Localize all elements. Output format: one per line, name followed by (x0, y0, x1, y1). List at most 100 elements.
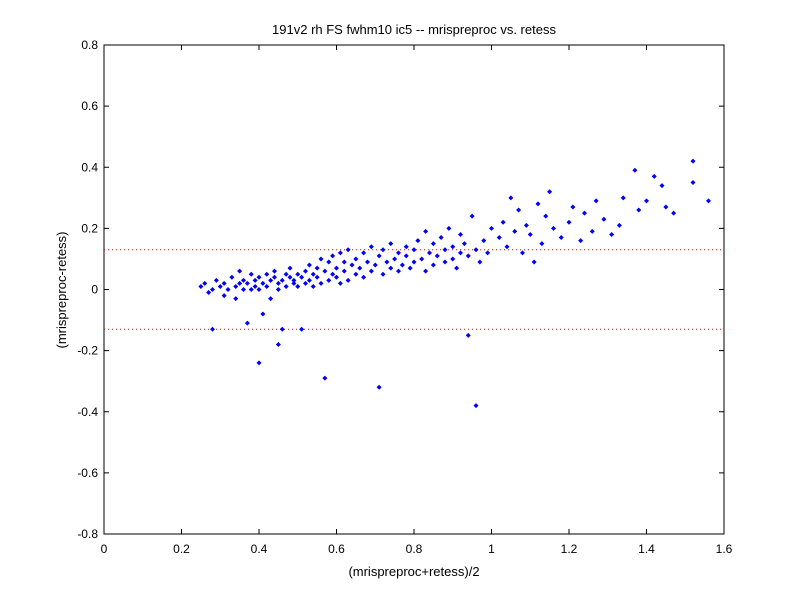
data-point (256, 287, 262, 292)
data-point (295, 271, 301, 277)
data-point (345, 247, 351, 253)
x-tick-label: 1.2 (561, 542, 578, 556)
data-point (341, 259, 347, 265)
data-point (241, 277, 246, 283)
data-point (306, 262, 312, 268)
data-point (477, 259, 483, 265)
data-point (291, 277, 297, 283)
data-point (268, 296, 274, 302)
data-point (314, 274, 320, 280)
data-point (399, 262, 405, 268)
y-tick-label: 0.2 (81, 221, 98, 235)
data-point (450, 244, 456, 250)
data-point (496, 235, 502, 241)
data-point (252, 277, 258, 283)
data-point (291, 280, 297, 286)
y-axis-label: (mrispreproc-retess) (54, 231, 69, 348)
y-tick-label: -0.4 (77, 405, 98, 419)
data-point (659, 183, 665, 189)
x-tick-label: 1 (488, 542, 495, 556)
chart-title: 191v2 rh FS fwhm10 ic5 -- mrispreproc vs… (272, 22, 556, 37)
data-point (264, 271, 270, 277)
data-point (458, 250, 463, 256)
data-point (566, 219, 572, 225)
data-point (229, 274, 235, 280)
data-point (198, 283, 204, 289)
data-point (275, 287, 281, 292)
data-point (419, 256, 425, 262)
data-point (473, 247, 479, 253)
y-tick-label: 0.4 (81, 160, 98, 174)
x-tick-label: 0.2 (173, 542, 190, 556)
data-point (589, 228, 595, 234)
data-point (706, 198, 711, 204)
data-point (279, 277, 285, 283)
data-point (256, 274, 262, 280)
data-point (260, 280, 266, 286)
data-point (465, 332, 471, 338)
data-point (341, 268, 347, 274)
data-point (388, 265, 394, 271)
data-point (601, 216, 607, 222)
data-point (384, 259, 390, 265)
data-point (241, 287, 246, 292)
data-point (442, 259, 448, 265)
data-point (287, 274, 293, 280)
data-point (458, 231, 463, 237)
data-point (438, 235, 444, 241)
data-point (411, 247, 417, 253)
data-point (244, 280, 250, 286)
data-point (427, 250, 432, 256)
data-point (512, 228, 518, 234)
data-point (485, 250, 491, 256)
data-point (318, 280, 324, 286)
data-point (237, 280, 243, 286)
data-point (539, 241, 545, 247)
x-axis-label: (mrispreproc+retess)/2 (348, 564, 479, 579)
data-point (442, 247, 448, 253)
data-point (489, 225, 494, 231)
y-tick-label: 0.8 (81, 38, 98, 52)
data-point (322, 268, 328, 274)
data-point (380, 247, 386, 253)
data-point (411, 259, 417, 265)
data-point (268, 277, 274, 283)
x-axis-ticks: 0 0.2 0.4 0.6 0.8 1 1.2 1.4 1.6 (101, 45, 733, 556)
data-point (275, 342, 281, 348)
data-point (690, 158, 696, 164)
x-tick-label: 0.4 (251, 542, 268, 556)
data-point (504, 244, 510, 250)
data-point (244, 320, 250, 326)
y-tick-label: 0.6 (81, 99, 98, 113)
data-point (248, 287, 254, 292)
data-point (353, 256, 359, 262)
data-point (233, 283, 239, 289)
data-point (644, 198, 649, 204)
data-point (345, 277, 351, 283)
data-point (295, 283, 301, 289)
data-point (233, 296, 239, 302)
data-point (287, 265, 293, 271)
data-point (415, 238, 421, 244)
data-point (520, 250, 525, 256)
data-point (303, 268, 308, 274)
data-point (283, 271, 289, 277)
data-point (353, 271, 359, 277)
reference-lines (104, 249, 724, 330)
data-point (318, 256, 324, 262)
data-point (303, 280, 308, 286)
data-point (272, 268, 277, 274)
data-point (582, 210, 587, 216)
data-point (690, 180, 696, 186)
data-point (237, 268, 243, 274)
data-point (469, 213, 475, 219)
data-point (217, 283, 223, 289)
data-point (392, 256, 398, 262)
data-point (306, 277, 312, 283)
data-point (593, 198, 599, 204)
x-tick-label: 1.4 (638, 542, 655, 556)
data-point (636, 207, 642, 213)
data-point (225, 287, 231, 292)
data-point (651, 173, 657, 179)
